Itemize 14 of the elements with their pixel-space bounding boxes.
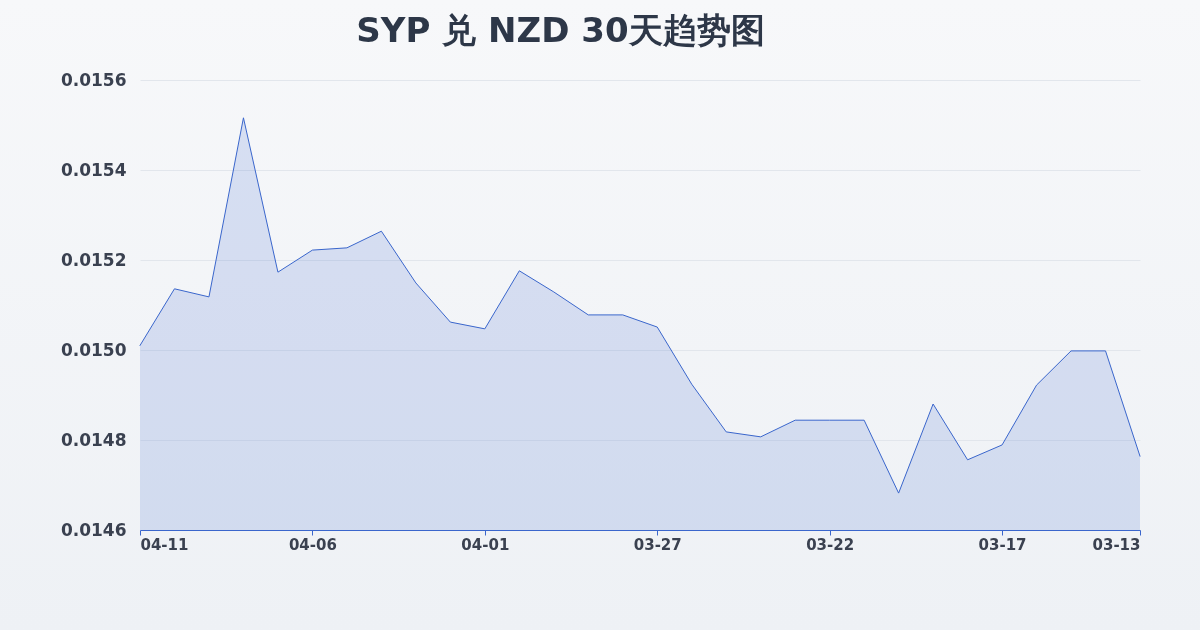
x-tick-label: 04-11 [140, 535, 189, 554]
x-tick-label: 03-22 [806, 535, 855, 554]
y-tick-label: 0.0148 [60, 429, 127, 450]
x-tick-label: 04-06 [288, 535, 337, 554]
y-tick-label: 0.0152 [60, 249, 127, 270]
x-tick-label: 04-01 [461, 535, 510, 554]
x-tick-label: 03-27 [633, 535, 682, 554]
y-tick-label: 0.0150 [60, 339, 127, 360]
chart-title: SYP 兑 NZD 30天趋势图 [356, 10, 765, 50]
x-tick-label: 03-13 [1092, 535, 1141, 554]
x-tick-label: 03-17 [978, 535, 1027, 554]
y-tick-label: 0.0154 [60, 159, 127, 180]
y-tick-label: 0.0146 [60, 519, 127, 540]
y-tick-label: 0.0156 [60, 69, 127, 90]
